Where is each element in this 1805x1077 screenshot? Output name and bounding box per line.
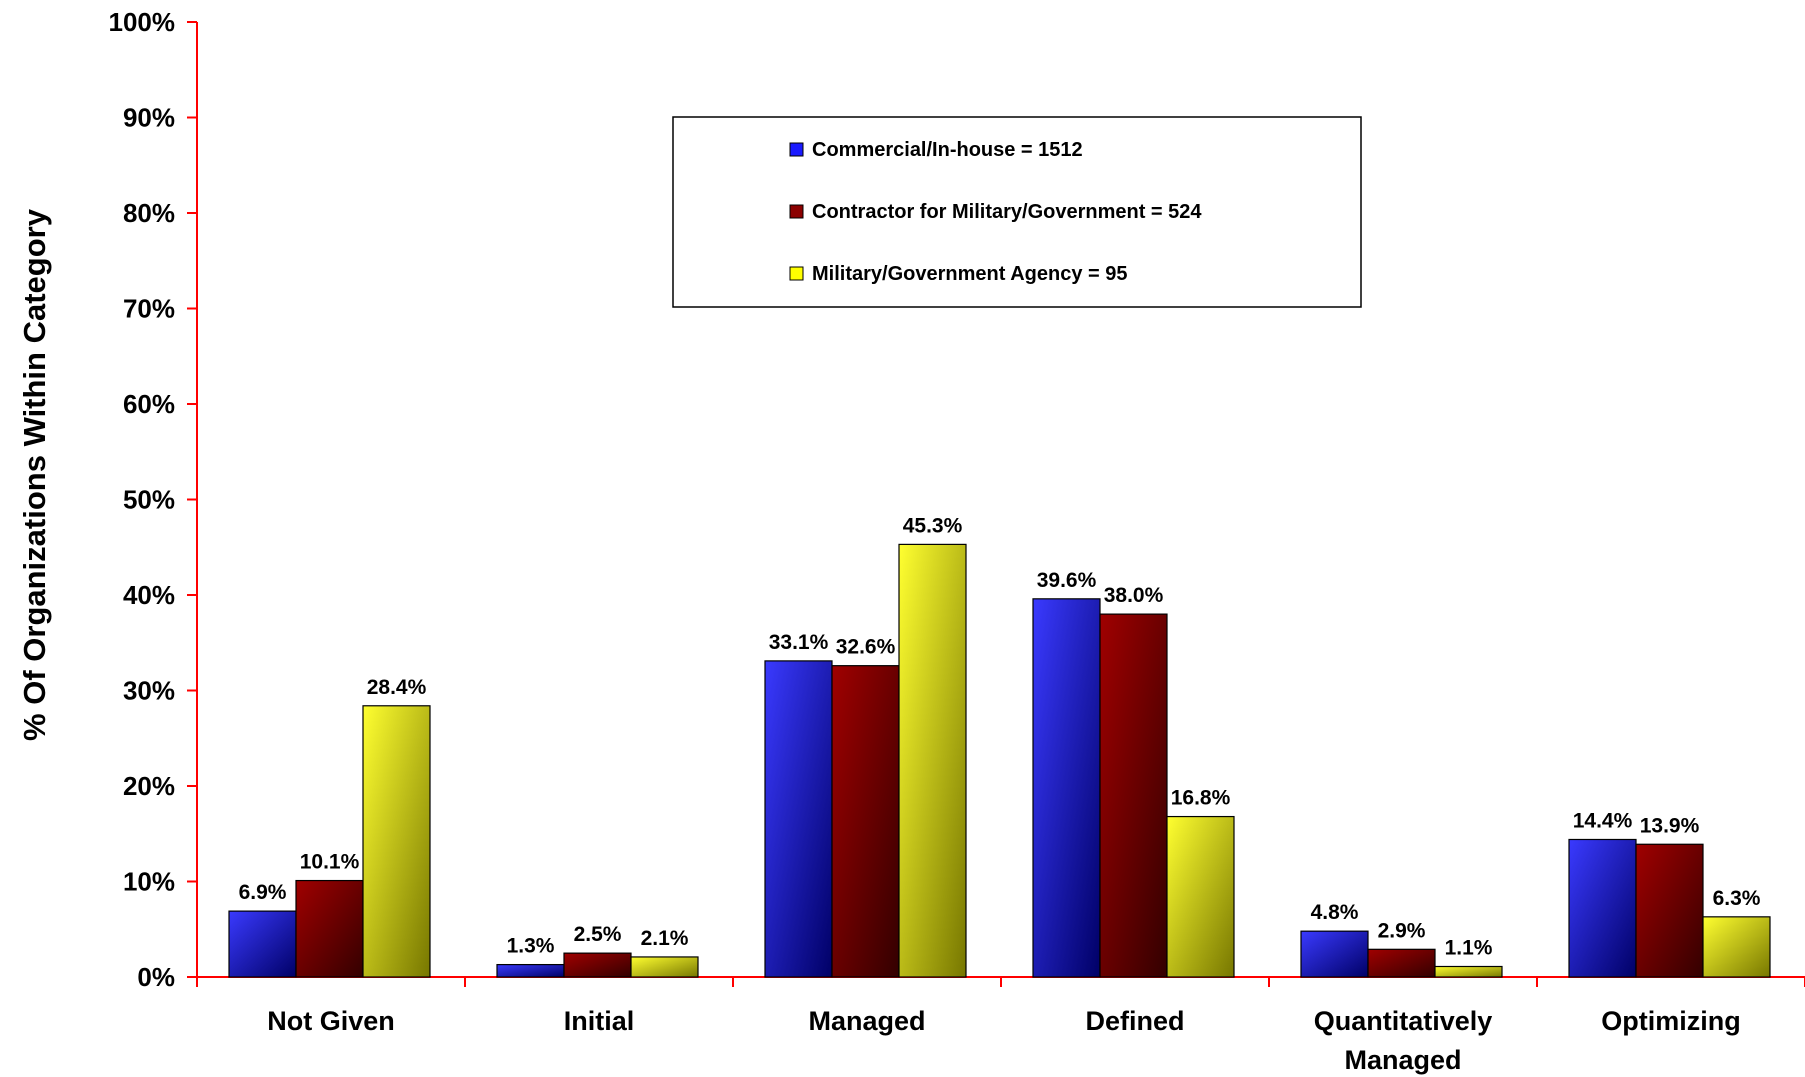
bar [295,879,364,978]
category-label: Quantitatively Managed [1314,1006,1493,1075]
bar [1300,930,1369,978]
y-tick-label: 60% [123,389,175,419]
y-tick-label: 30% [123,676,175,706]
y-tick-label: 70% [123,294,175,324]
bar-value-label: 39.6% [1037,569,1097,592]
category-label: Initial [564,1006,635,1036]
bar [1032,598,1101,978]
bar-value-label: 33.1% [769,631,829,654]
bar-value-label: 32.6% [836,636,896,659]
y-tick-label: 50% [123,485,175,515]
y-tick-label: 40% [123,580,175,610]
bar [1568,838,1637,978]
category-label: Optimizing [1601,1006,1740,1036]
bar-value-label: 6.3% [1713,887,1761,910]
bar [1434,965,1503,978]
bar-value-label: 16.8% [1171,787,1231,810]
bar-value-label: 38.0% [1104,584,1164,607]
bar-value-label: 14.4% [1573,809,1633,832]
bar [362,705,431,978]
y-tick-label: 10% [123,867,175,897]
bar-value-label: 4.8% [1311,901,1359,924]
y-tick-label: 80% [123,198,175,228]
bar-value-label: 28.4% [367,676,427,699]
legend-swatch [789,142,804,157]
bar-value-label: 6.9% [239,881,287,904]
bar-value-label: 45.3% [903,514,963,537]
bar [1635,843,1704,978]
legend-box [672,116,1362,308]
bar [1702,916,1771,978]
axes: 0% 10% 20% 30% 40% 50% 60% 70% 80% 90% 100% [109,7,1805,992]
category-label: Not Given [267,1006,395,1036]
bar [1166,815,1235,978]
bar [1367,948,1436,978]
bar [630,956,699,978]
y-tick-label: 90% [123,103,175,133]
y-axis-title: % Of Organizations Within Category [17,208,52,741]
bar [764,660,833,978]
bar [1099,613,1168,978]
bar [563,952,632,978]
bar [496,963,565,978]
bar-value-label: 1.3% [507,935,555,958]
category-labels: Not Given Initial Managed Defined Quantitati… [267,1006,1741,1075]
bar [228,910,297,978]
bar-value-label: 10.1% [300,851,360,874]
legend-label: Contractor for Military/Government = 524 [812,201,1202,223]
y-tick-label: 0% [137,962,175,992]
legend: Commercial/In-house = 1512 Contractor for… [672,116,1362,308]
bar-value-label: 13.9% [1640,814,1700,837]
value-labels: 6.9% 1.3% 33.1% 39.6% 4.8% 14.4% 10.1% 2.5% 32.6… [239,514,1761,959]
category-label: Defined [1085,1006,1184,1036]
legend-swatch [789,266,804,281]
bar [831,665,900,978]
bar-value-label: 1.1% [1445,936,1493,959]
bar-value-label: 2.5% [574,923,622,946]
legend-items: Commercial/In-house = 1512 Contractor for… [789,139,1202,285]
bars [228,543,1771,978]
legend-label: Military/Government Agency = 95 [812,263,1127,285]
y-tick-label: 20% [123,771,175,801]
bar [898,543,967,978]
category-label: Managed [808,1006,925,1036]
bar-value-label: 2.9% [1378,919,1426,942]
legend-label: Commercial/In-house = 1512 [812,139,1083,161]
y-tick-label: 100% [109,7,176,37]
bar-value-label: 2.1% [641,927,689,950]
legend-swatch [789,204,804,219]
